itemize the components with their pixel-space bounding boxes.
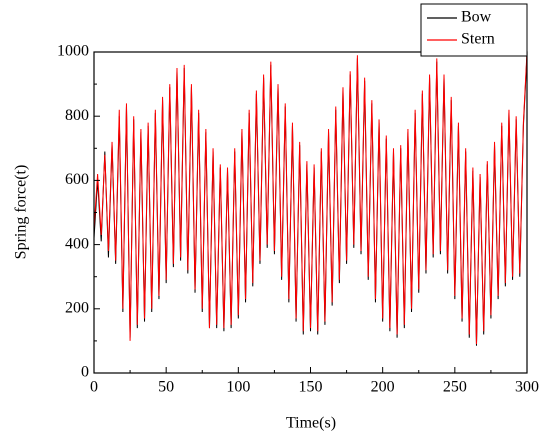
y-tick-label: 1000 — [57, 43, 89, 60]
y-tick-label: 400 — [65, 235, 89, 252]
y-axis-label: Spring force(t) — [13, 165, 30, 260]
x-tick-label: 0 — [90, 379, 98, 396]
x-tick-label: 50 — [158, 379, 174, 396]
x-tick-label: 150 — [299, 379, 323, 396]
x-tick-label: 250 — [443, 379, 467, 396]
x-tick-label: 100 — [226, 379, 250, 396]
x-tick-label: 300 — [515, 379, 539, 396]
x-axis-label: Time(s) — [286, 415, 336, 432]
legend-label: Stern — [461, 31, 495, 48]
y-tick-label: 600 — [65, 171, 89, 188]
legend-box — [420, 3, 528, 57]
series-line — [93, 55, 528, 346]
series-line — [93, 51, 528, 345]
y-tick-label: 0 — [81, 364, 89, 381]
y-tick-label: 800 — [65, 107, 89, 124]
x-tick-label: 200 — [371, 379, 395, 396]
legend-label: Bow — [461, 9, 492, 26]
y-tick-label: 200 — [65, 299, 89, 316]
